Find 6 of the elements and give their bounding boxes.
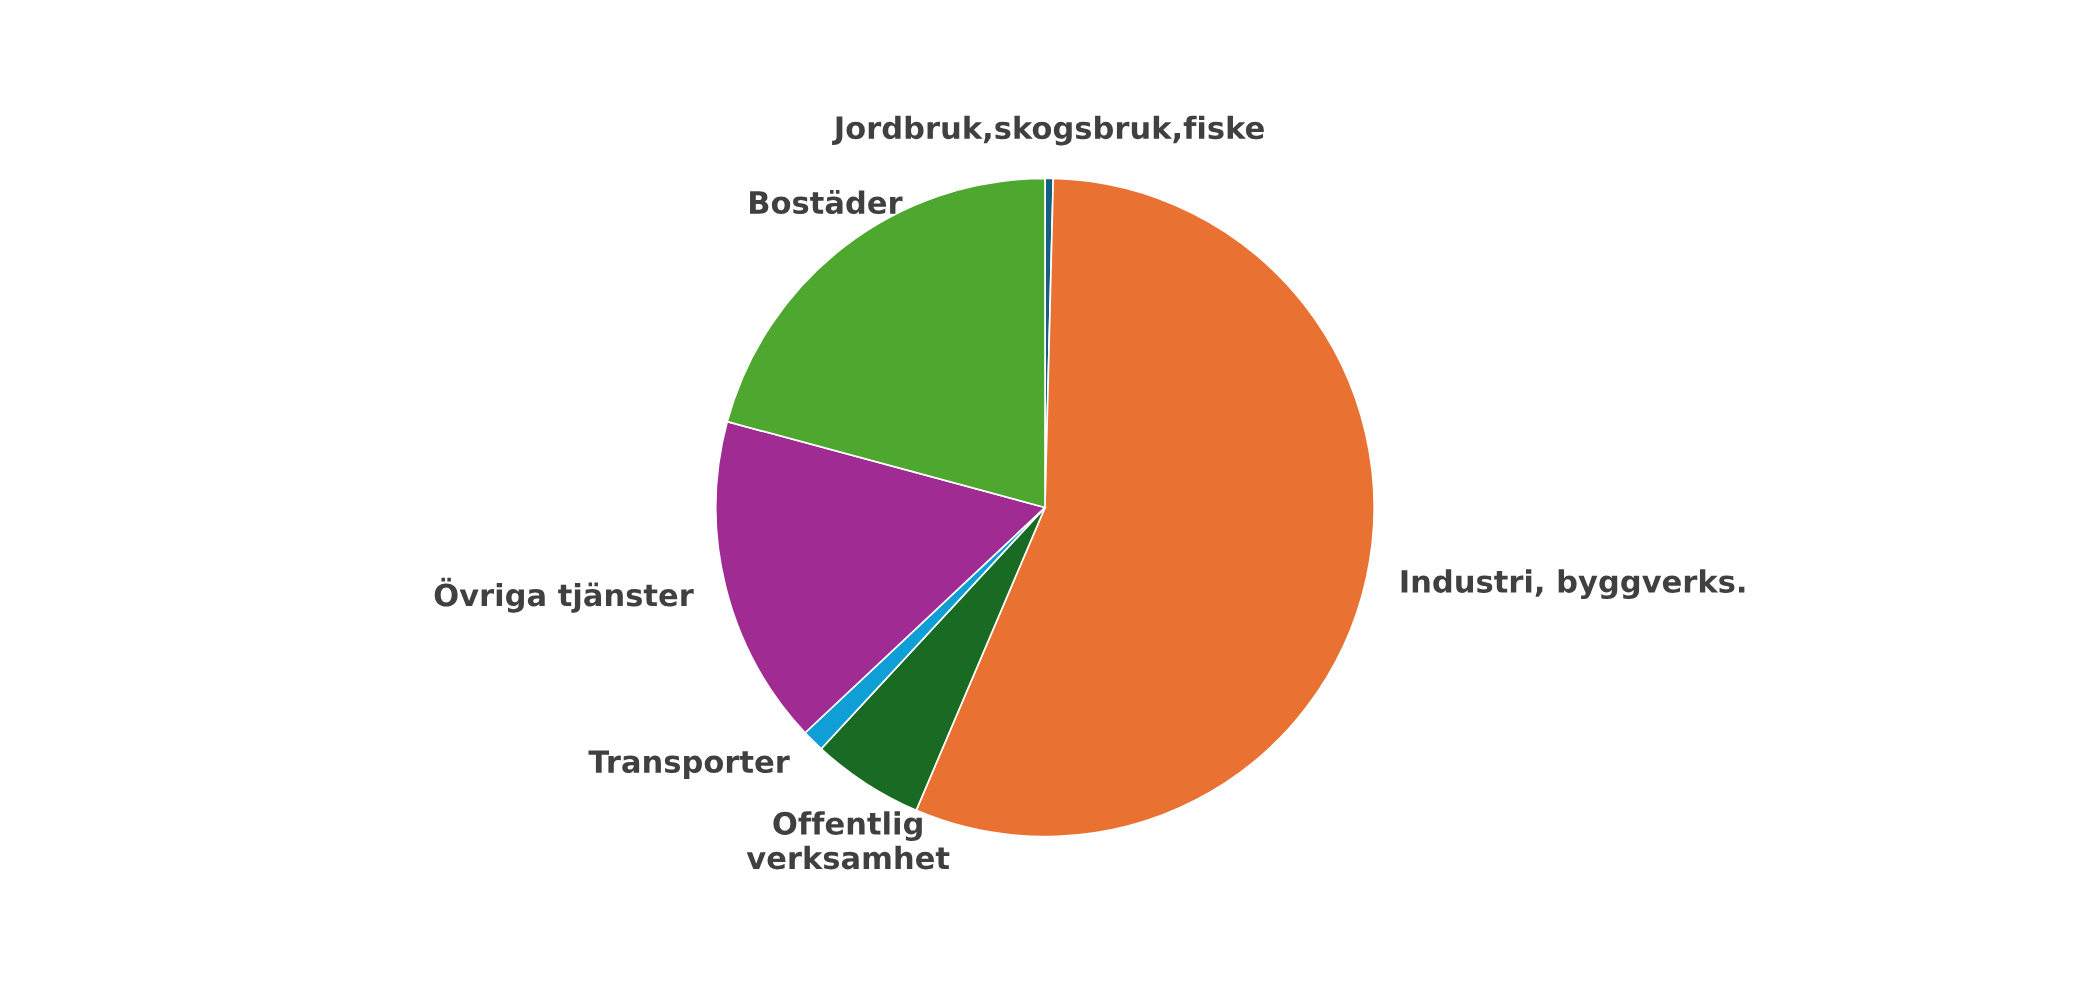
slice-label: Övriga tjänster: [434, 577, 694, 613]
slice-label: Bostäder: [750, 190, 903, 215]
slice-label: Industri, byggverks.: [1401, 569, 1745, 600]
slice-label: Transporter: [588, 750, 790, 780]
slice-label: Jordbruk,skogsbruk,fiske: [832, 115, 1264, 146]
slice-label: Offentlig verksamhet: [746, 811, 950, 870]
